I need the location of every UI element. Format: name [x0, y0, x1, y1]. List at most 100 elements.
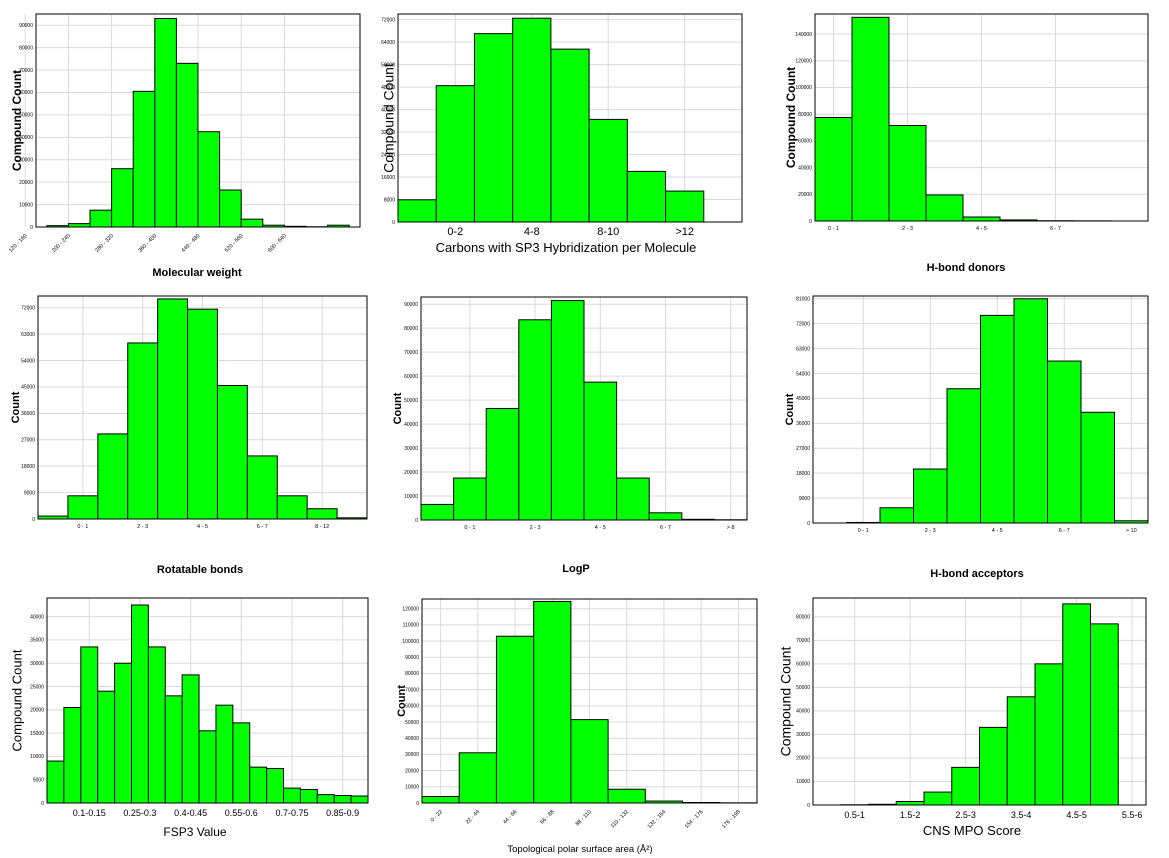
y-tick-label: 40000: [798, 165, 812, 171]
y-tick-label: 0: [807, 803, 810, 809]
y-tick-label: 35000: [30, 638, 44, 644]
y-tick-label: 25000: [30, 684, 44, 690]
histogram-bar: [421, 796, 460, 804]
y-axis-title: Count: [396, 685, 408, 717]
plot-border: [812, 295, 1149, 524]
y-tick-label: 60000: [19, 90, 33, 96]
y-axis-title: Compound Count: [9, 649, 24, 751]
x-axis-title: Molecular weight: [152, 267, 242, 279]
x-tick-label: 520 - 560: [224, 233, 245, 254]
y-tick-label: 30000: [404, 446, 418, 452]
histogram-bar: [888, 125, 927, 222]
cns-histogram: 0 10000 20000 30000 40000 50000 60000 70000 8000…: [778, 597, 1147, 838]
y-tick-label: 10000: [19, 202, 33, 208]
histogram-bar: [164, 695, 183, 804]
x-tick-label: 6 - 7: [1050, 226, 1061, 232]
x-tick-label: 360 - 400: [138, 233, 159, 254]
histogram-bar: [458, 752, 497, 804]
histogram-bar: [473, 33, 514, 223]
x-tick-label: 6 - 7: [257, 524, 268, 530]
x-axis-title: Rotatable bonds: [157, 564, 243, 576]
x-tick-label: 0.7-0.75: [275, 808, 308, 818]
histogram-bar: [157, 298, 189, 520]
y-tick-label: 20000: [798, 192, 812, 198]
histogram-bar: [851, 16, 890, 222]
histogram-bar: [198, 730, 217, 804]
y-axis-title: Count: [392, 392, 404, 424]
x-tick-label: > 10: [1126, 528, 1137, 534]
histogram-bar: [420, 503, 455, 521]
histogram-bar: [215, 704, 234, 804]
histogram-bar: [246, 455, 278, 520]
histogram-bar: [1006, 696, 1036, 806]
y-tick-label: 27000: [21, 438, 35, 444]
x-tick-label: 8-10: [597, 226, 619, 238]
y-tick-label: 20000: [405, 768, 419, 774]
histogram-bar: [89, 209, 113, 228]
histogram-bar: [154, 17, 177, 228]
histogram-bar: [67, 223, 91, 228]
y-tick-label: 20000: [19, 180, 33, 186]
histogram-bar: [979, 726, 1008, 806]
y-tick-label: 30000: [405, 752, 419, 758]
y-tick-label: 27000: [796, 446, 810, 452]
histogram-bar: [913, 468, 948, 524]
histogram-bar: [512, 17, 552, 223]
y-tick-label: 40000: [381, 107, 395, 113]
x-tick-label: 0.4-0.45: [174, 808, 207, 818]
mw-histogram: 0 10000 20000 30000 40000 50000 60000 70000 8000…: [8, 13, 361, 279]
histogram-bar: [306, 508, 338, 520]
y-tick-label: 90000: [19, 23, 33, 29]
x-tick-label: 440 - 480: [181, 233, 202, 254]
x-tick-label: 4.5-5: [1066, 810, 1087, 820]
plot-border: [812, 597, 1147, 806]
plot-border: [420, 296, 748, 521]
histogram-bar: [951, 766, 980, 806]
x-tick-label: 200 - 240: [51, 233, 72, 254]
y-tick-label: 16000: [381, 175, 395, 181]
x-tick-label: 0 - 1: [77, 524, 88, 530]
y-tick-label: 10000: [796, 779, 810, 785]
y-tick-label: 0: [807, 521, 810, 527]
y-tick-label: 40000: [19, 135, 33, 141]
x-tick-label: 110 - 132: [610, 809, 630, 829]
y-tick-label: 70000: [404, 350, 418, 356]
histogram-bar: [1047, 360, 1082, 524]
y-tick-label: 90000: [405, 655, 419, 661]
x-tick-label: 4 - 5: [197, 524, 208, 530]
y-tick-label: 40000: [405, 736, 419, 742]
y-tick-label: 63000: [21, 332, 35, 338]
y-tick-label: 80000: [19, 45, 33, 51]
x-axis-title: LogP: [562, 563, 590, 575]
x-tick-label: 22 - 44: [465, 809, 481, 825]
x-tick-label: 2 - 3: [530, 525, 541, 531]
x-tick-label: 2.5-3: [955, 810, 976, 820]
x-tick-label: 4 - 5: [976, 226, 987, 232]
tpsa-histogram: 0 10000 20000 30000 40000 50000 60000 70000 8000…: [396, 598, 758, 855]
y-tick-label: 120000: [402, 606, 419, 612]
x-tick-label: 5.5-6: [1122, 810, 1143, 820]
plot-border: [421, 598, 758, 804]
rotb-histogram: 0 9000 18000 27000 36000 45000 54000 63000 72000…: [10, 295, 368, 576]
y-tick-label: 9000: [799, 496, 810, 502]
y-tick-label: 48000: [381, 85, 395, 91]
x-axis-title: Carbons with SP3 Hybridization per Molec…: [436, 240, 697, 255]
histogram-bar: [550, 48, 590, 223]
x-tick-label: 280 - 320: [94, 233, 115, 254]
y-tick-label: 36000: [21, 411, 35, 417]
y-tick-label: 0: [809, 219, 812, 225]
y-axis-title: Count: [10, 391, 22, 423]
y-tick-label: 0: [416, 801, 419, 807]
x-axis-title: FSP3 Value: [163, 825, 226, 839]
y-tick-label: 70000: [796, 638, 810, 644]
histogram-bar: [216, 384, 248, 520]
histogram-bar: [283, 787, 301, 804]
x-axis-title: H-bond donors: [927, 262, 1006, 274]
x-tick-label: 0.85-0.9: [326, 808, 359, 818]
histogram-bar: [127, 342, 159, 520]
y-tick-label: 80000: [405, 671, 419, 677]
y-tick-label: 54000: [796, 371, 810, 377]
histogram-bar: [130, 604, 149, 804]
histogram-bar: [616, 477, 650, 521]
